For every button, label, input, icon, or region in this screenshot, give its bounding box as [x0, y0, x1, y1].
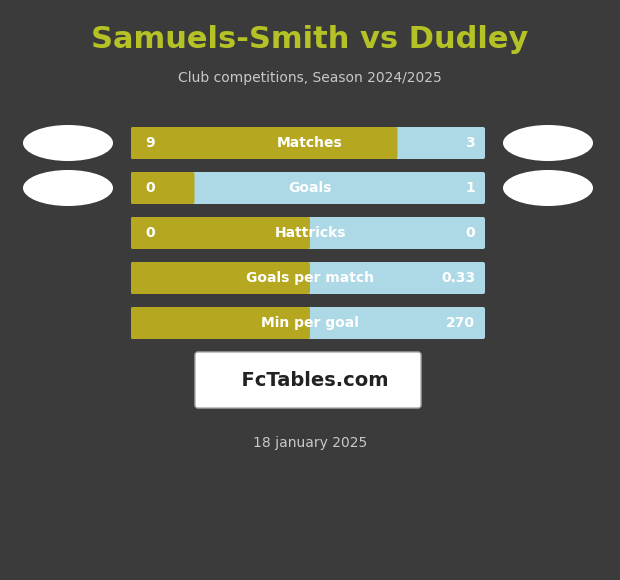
FancyBboxPatch shape: [131, 307, 485, 339]
FancyBboxPatch shape: [131, 262, 485, 294]
Text: Samuels-Smith vs Dudley: Samuels-Smith vs Dudley: [91, 26, 529, 55]
Ellipse shape: [503, 170, 593, 206]
FancyBboxPatch shape: [131, 262, 310, 294]
Text: 0: 0: [466, 226, 475, 240]
FancyBboxPatch shape: [131, 172, 195, 204]
Text: 3: 3: [466, 136, 475, 150]
Text: 0.33: 0.33: [441, 271, 475, 285]
Text: Matches: Matches: [277, 136, 343, 150]
Ellipse shape: [23, 125, 113, 161]
FancyBboxPatch shape: [131, 307, 310, 339]
Text: Goals per match: Goals per match: [246, 271, 374, 285]
FancyBboxPatch shape: [131, 217, 485, 249]
Text: 0: 0: [145, 226, 154, 240]
Text: Club competitions, Season 2024/2025: Club competitions, Season 2024/2025: [178, 71, 442, 85]
FancyBboxPatch shape: [131, 217, 310, 249]
FancyBboxPatch shape: [131, 127, 397, 159]
Text: Goals: Goals: [288, 181, 332, 195]
Ellipse shape: [503, 125, 593, 161]
Ellipse shape: [23, 170, 113, 206]
FancyBboxPatch shape: [131, 172, 485, 204]
FancyBboxPatch shape: [195, 352, 421, 408]
Text: 18 january 2025: 18 january 2025: [253, 436, 367, 450]
Text: 1: 1: [465, 181, 475, 195]
FancyBboxPatch shape: [131, 127, 485, 159]
Text: Min per goal: Min per goal: [261, 316, 359, 330]
Text: Hattricks: Hattricks: [274, 226, 346, 240]
Text: 270: 270: [446, 316, 475, 330]
Text: 9: 9: [145, 136, 154, 150]
Text: FcTables.com: FcTables.com: [228, 371, 388, 390]
Text: 0: 0: [145, 181, 154, 195]
